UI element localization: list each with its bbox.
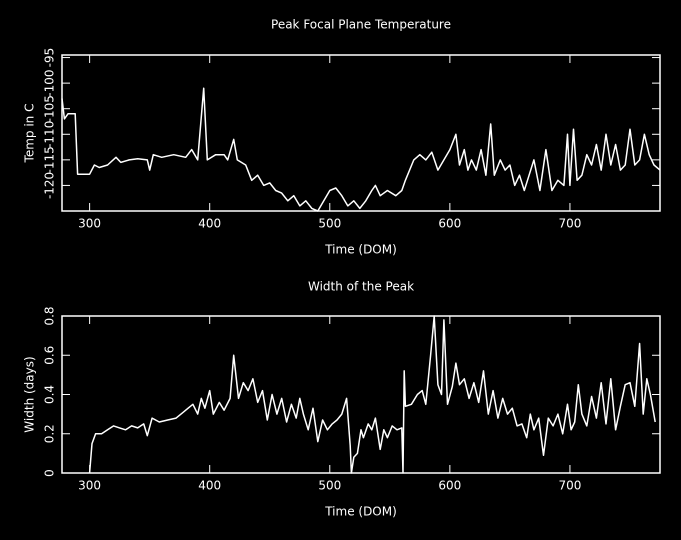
y-axis-label: Width (days)	[23, 356, 37, 432]
x-tick-label: 400	[198, 479, 221, 493]
y-tick-label: -100	[43, 70, 57, 97]
x-tick-label: 300	[78, 217, 101, 231]
y-tick-label: -115	[43, 146, 57, 173]
data-line	[61, 87, 661, 212]
x-tick-label: 600	[438, 217, 461, 231]
x-tick-label: 700	[558, 217, 581, 231]
x-tick-label: 700	[558, 479, 581, 493]
plot-frame	[61, 315, 661, 474]
y-axis-label: Temp in C	[23, 104, 37, 164]
x-axis-label: Time (DOM)	[324, 505, 397, 519]
y-tick-label: 0.8	[43, 306, 57, 325]
x-tick-label: 500	[318, 217, 341, 231]
x-tick-label: 600	[438, 479, 461, 493]
x-tick-label: 400	[198, 217, 221, 231]
y-tick-label: 0	[43, 469, 57, 477]
y-tick-label: 0.4	[43, 385, 57, 404]
y-tick-label: -105	[43, 95, 57, 122]
data-line	[88, 315, 656, 474]
chart-title: Peak Focal Plane Temperature	[271, 18, 451, 32]
y-tick-label: -120	[43, 172, 57, 199]
chart-title: Width of the Peak	[308, 280, 414, 294]
x-axis-label: Time (DOM)	[324, 243, 397, 257]
y-tick-label: 0.6	[43, 346, 57, 365]
plot-frame	[61, 54, 661, 212]
x-tick-label: 300	[78, 479, 101, 493]
y-tick-label: -95	[43, 48, 57, 68]
x-tick-label: 500	[318, 479, 341, 493]
y-tick-label: -110	[43, 121, 57, 148]
y-tick-label: 0.2	[43, 424, 57, 443]
